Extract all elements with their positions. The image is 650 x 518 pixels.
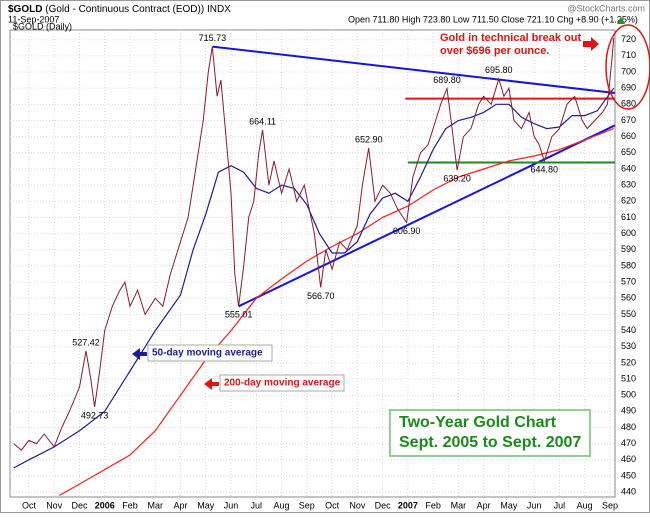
x-tick-label: Nov [349,500,366,510]
arrow [132,348,147,360]
box-subtitle: Sept. 2005 to Sept. 2007 [399,434,581,451]
y-tick-label: 470 [621,438,636,448]
x-tick-label: Oct [325,500,340,510]
y-tick-label: 570 [621,276,636,286]
label-box [147,344,273,362]
data-label: 606.90 [393,226,421,236]
arrow [583,37,599,51]
label-box [219,374,345,392]
x-tick-label: Sep [602,500,618,510]
moving-average-line [59,128,614,496]
title-box [389,409,591,457]
symbol-name: (Gold - Continuous Contract (EOD)) INDX [45,4,231,15]
x-tick-label: Feb [122,500,138,510]
y-tick-label: 700 [621,66,636,76]
x-tick-label: Feb [425,500,441,510]
data-label: 555.01 [225,310,253,320]
data-label: 644.80 [531,165,559,175]
y-tick-label: 480 [621,422,636,432]
x-tick-label: Jul [554,500,566,510]
breakout-text: Gold in technical break out [440,32,582,44]
data-label: 566.70 [307,291,335,301]
breakout-text: over $696 per ounce. [440,45,549,57]
y-tick-label: 450 [621,470,636,480]
data-label: 652.90 [355,134,383,144]
x-tick-label: Dec [375,500,392,510]
x-tick-label: 2006 [95,500,115,510]
x-tick-label: Jun [224,500,239,510]
y-tick-label: 720 [621,34,636,44]
ma200-label: 200-day moving average [224,378,341,389]
y-tick-label: 600 [621,228,636,238]
x-tick-label: May [500,500,518,510]
data-label: 664.11 [249,116,276,126]
marks: 527.42 492.73 715.73 555.01 664.11 566.70 652.… [13,33,616,496]
y-tick-label: 510 [621,373,636,383]
x-tick-label: Apr [477,500,491,510]
y-tick-label: 690 [621,83,636,93]
x-tick-label: Mar [451,500,467,510]
header-date: 11-Sep-2007 [8,14,59,24]
y-tick-label: 580 [621,260,636,270]
plot-frame [9,29,616,498]
x-tick-label: Jul [251,500,263,510]
x-tick-label: Jun [527,500,542,510]
y-tick-label: 550 [621,309,636,319]
y-tick-label: 640 [621,163,636,173]
price-line [13,37,615,451]
y-tick-label: 560 [621,293,636,303]
y-tick-label: 460 [621,454,636,464]
subtitle: $GOLD (Daily) [13,21,72,31]
y-tick-label: 440 [621,487,636,497]
data-label: 527.42 [72,337,100,347]
x-tick-label: Apr [174,500,188,510]
data-label: 689.80 [433,75,461,85]
x-tick-label: 2007 [398,500,418,510]
x-tick-label: Oct [22,500,37,510]
highlight-ellipse [605,24,650,110]
y-tick-label: 490 [621,406,636,416]
header-title: $GOLD (Gold - Continuous Contract (EOD))… [8,4,231,15]
y-tick-label: 630 [621,180,636,190]
y-tick-label: 500 [621,390,636,400]
x-tick-label: Aug [577,500,593,510]
x-tick-label: May [197,500,215,510]
source: @StockCharts.com [567,3,645,13]
x-tick-label: Mar [148,500,164,510]
y-tick-label: 660 [621,131,636,141]
data-label: 695.80 [485,65,513,75]
y-tick-label: 680 [621,99,636,109]
trendline [238,124,616,308]
y-tick-label: 620 [621,196,636,206]
ma50-label: 50-day moving average [152,348,263,359]
annotations: Gold in technical break out over $696 pe… [132,24,650,457]
arrow [204,378,219,390]
data-label: 639.20 [443,174,471,184]
up-icon [617,17,625,24]
y-tick-label: 520 [621,357,636,367]
x-tick-label: Dec [71,500,88,510]
header-quote: Open 711.80 High 723.80 Low 711.50 Close… [348,14,638,24]
y-tick-label: 650 [621,147,636,157]
box-title: Two-Year Gold Chart [399,414,557,431]
trendline [212,45,616,95]
y-tick-label: 670 [621,115,636,125]
grid: 440 450 460 470 480 490 500 510 520 530 540 550 560 5… [10,30,636,510]
symbol: $GOLD [8,4,42,15]
x-tick-label: Sep [299,500,315,510]
y-tick-label: 610 [621,212,636,222]
data-label: 715.73 [199,33,227,43]
y-tick-label: 540 [621,325,636,335]
x-tick-label: Nov [46,500,63,510]
y-tick-label: 530 [621,341,636,351]
y-tick-label: 710 [621,50,636,60]
data-label: 492.73 [81,410,109,420]
y-tick-label: 590 [621,244,636,254]
moving-average-line [13,87,615,469]
x-tick-label: Aug [274,500,290,510]
